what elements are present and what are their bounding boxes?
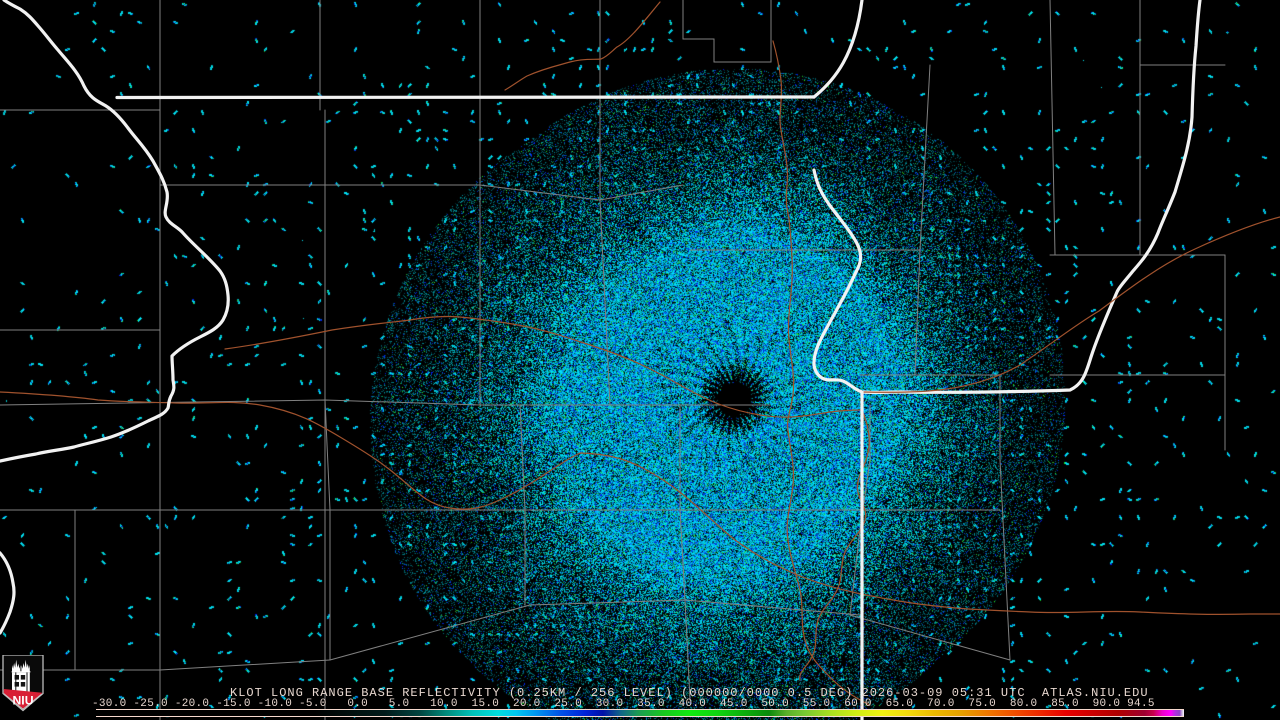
svg-text:NIU: NIU bbox=[13, 693, 34, 707]
